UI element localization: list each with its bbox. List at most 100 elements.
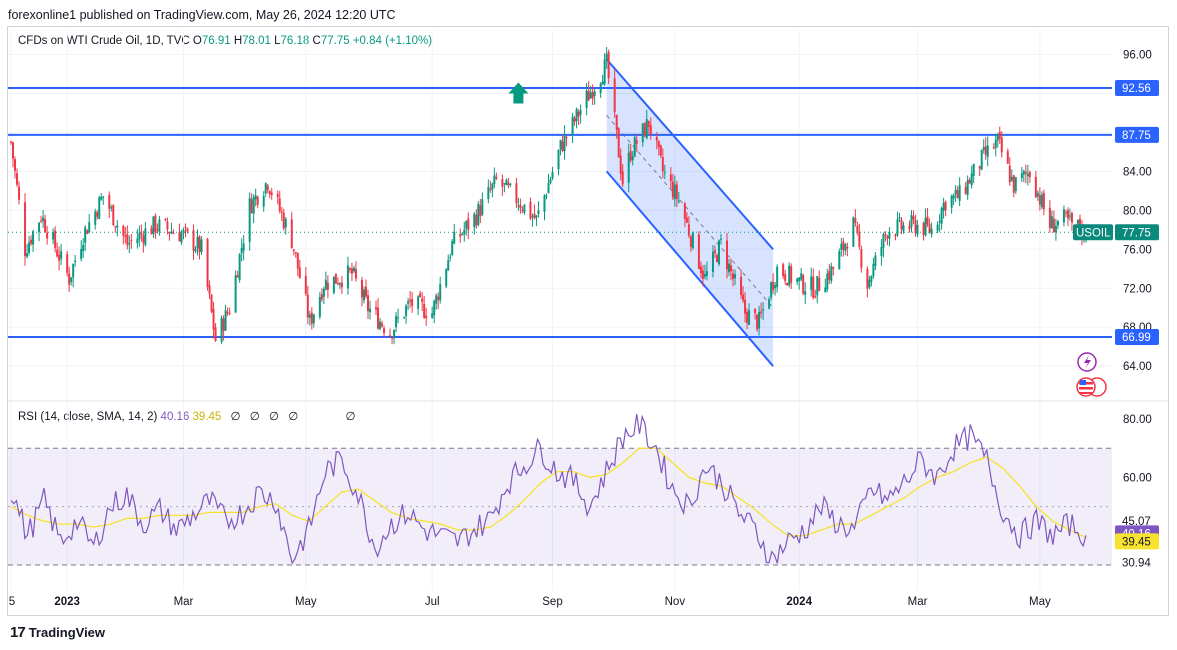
candle-body	[481, 199, 484, 215]
candle-body	[643, 123, 646, 137]
candle-body	[980, 149, 983, 170]
candle-body	[1034, 176, 1037, 198]
candle-body	[699, 266, 702, 274]
candle-body	[459, 234, 462, 237]
candle-body	[635, 139, 638, 144]
candle-body	[631, 156, 634, 161]
candle-body	[521, 209, 524, 211]
candle-body	[958, 185, 961, 201]
level-tag-label: 87.75	[1122, 130, 1151, 142]
candle-body	[66, 254, 69, 273]
symbol-tag-label: USOIL	[1076, 227, 1111, 239]
candle-body	[178, 231, 181, 242]
candle-body	[717, 240, 720, 265]
channel-lower-line[interactable]	[605, 170, 774, 367]
candle-body	[619, 155, 622, 174]
candle-body	[86, 230, 89, 234]
candle-body	[928, 224, 931, 232]
candle-body	[154, 215, 157, 232]
candle-body	[782, 264, 785, 277]
candle-body	[748, 310, 751, 325]
candle-body	[796, 278, 799, 282]
rsi-sma-line[interactable]	[10, 447, 1087, 538]
candle-body	[142, 235, 145, 243]
channel-upper-line[interactable]	[605, 58, 774, 250]
candle-body	[336, 283, 339, 285]
candle-body	[531, 216, 534, 218]
na-icon: ∅	[249, 411, 260, 423]
candle-body	[579, 110, 582, 115]
candle-body	[304, 276, 307, 294]
candle-body	[838, 251, 841, 270]
low-label: L	[274, 35, 281, 47]
candle-body	[1006, 151, 1009, 164]
time-tick-label: 2023	[54, 596, 80, 608]
na-icon: ∅	[345, 411, 356, 423]
candle-body	[888, 232, 891, 239]
candle-body	[479, 205, 482, 217]
candle-body	[984, 146, 987, 155]
candle-body	[397, 317, 400, 319]
candle-body	[824, 287, 827, 293]
rsi-title[interactable]: RSI (14, close, SMA, 14, 2)	[18, 411, 158, 423]
tradingview-footer[interactable]: 17 TradingView	[10, 624, 105, 641]
candle-body	[182, 229, 185, 234]
brand-name: TradingView	[28, 625, 106, 640]
candle-body	[776, 266, 779, 288]
candle-body	[98, 197, 101, 219]
candle-body	[669, 174, 672, 182]
candle-body	[924, 218, 927, 236]
candle-body	[60, 251, 63, 259]
candle-body	[910, 215, 913, 227]
candle-body	[557, 150, 560, 170]
tradingview-logo-icon: 17	[10, 624, 26, 641]
candle-body	[1012, 175, 1015, 193]
candle-body	[16, 173, 19, 185]
level-tag	[1115, 329, 1159, 346]
candle-body	[996, 134, 999, 141]
candle-body	[1038, 195, 1041, 205]
level-tag-label: 92.56	[1122, 83, 1151, 95]
candle-body	[112, 205, 115, 226]
candle-body	[495, 176, 498, 179]
candle-body	[360, 279, 363, 298]
candle-body	[1066, 210, 1069, 219]
candle-body	[318, 297, 321, 317]
candle-body	[870, 276, 873, 282]
candle-body	[621, 171, 624, 185]
symbol-title[interactable]: CFDs on WTI Crude Oil, 1D, TVC	[18, 35, 190, 47]
candle-body	[1076, 220, 1079, 224]
candle-body	[346, 265, 349, 289]
candle-body	[1026, 173, 1029, 177]
candle-body	[58, 254, 61, 261]
arrow-up-icon[interactable]	[508, 82, 529, 104]
candle-body	[715, 255, 718, 263]
candle-body	[812, 276, 815, 298]
candle-body	[240, 247, 243, 254]
rsi-line[interactable]	[10, 414, 1087, 565]
change-value: +0.84 (+1.10%)	[352, 35, 433, 47]
candle-body	[886, 236, 889, 239]
candle-body	[978, 166, 981, 169]
candle-body	[24, 202, 27, 257]
candle-body	[972, 163, 975, 176]
price-tick-label: 96.00	[1123, 50, 1152, 62]
candle-body	[719, 238, 722, 240]
candle-body	[12, 142, 15, 159]
candle-body	[196, 237, 199, 249]
level-tag-label: 66.99	[1122, 332, 1151, 344]
candle-body	[447, 260, 450, 271]
candle-body	[102, 196, 105, 198]
candle-body	[537, 210, 540, 215]
candle-body	[1010, 177, 1013, 181]
candle-body	[968, 179, 971, 184]
rsi-tick-label: 60.00	[1123, 472, 1152, 484]
candle-body	[214, 327, 217, 341]
price-tags: 92.56 87.75 66.99 USOIL 77.75	[1073, 80, 1159, 346]
candle-body	[657, 140, 660, 148]
candle-body	[756, 314, 759, 330]
horizontal-levels[interactable]	[8, 87, 1112, 339]
candle-body	[280, 211, 283, 213]
candle-body	[1048, 207, 1051, 228]
